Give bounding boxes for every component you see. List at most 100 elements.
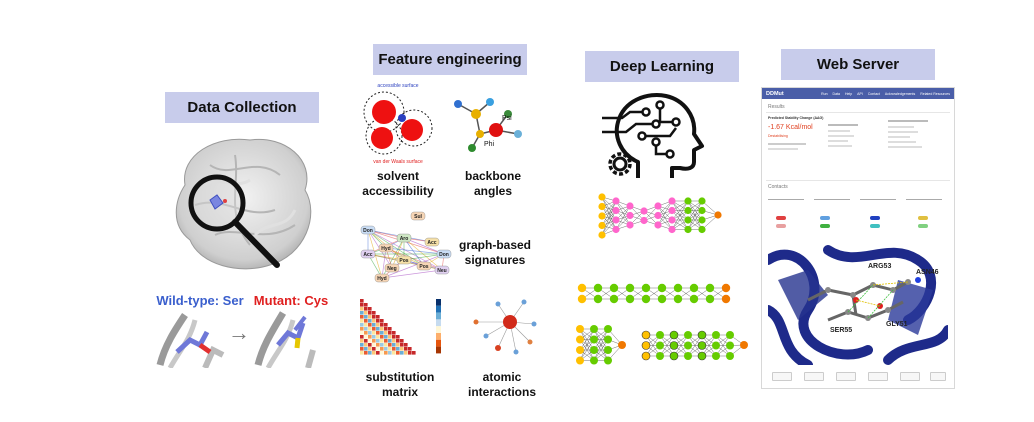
matrix-cell (372, 311, 376, 315)
matrix-cell (360, 347, 364, 351)
graph-label-line1: graph-based (458, 238, 531, 252)
protein-surface-image (175, 138, 312, 270)
backbone-label-line2: angles (473, 184, 512, 198)
nn-node (697, 351, 707, 361)
ws-download-button-5[interactable] (900, 372, 920, 381)
nn-node (712, 341, 720, 350)
nn-node (576, 325, 584, 333)
matrix-cell (368, 315, 372, 319)
nn-node (726, 331, 734, 339)
matrix-cell (364, 327, 368, 331)
nn-node (604, 335, 612, 344)
ws-menu-ack[interactable]: Acknowledgements (884, 91, 916, 96)
matrix-cell (396, 351, 400, 355)
nn-node (684, 225, 692, 234)
ws-download-button-3[interactable] (836, 372, 856, 381)
header-deep-learning: Deep Learning (585, 51, 739, 82)
matrix-cell (384, 327, 388, 331)
substitution-label-line1: substitution (365, 370, 435, 384)
matrix-cell (360, 339, 364, 343)
matrix-cell (404, 343, 408, 347)
matrix-cell (360, 311, 364, 315)
nn-node (590, 325, 598, 333)
ws-download-button-2[interactable] (804, 372, 824, 381)
graph-node-label: Sul (414, 214, 422, 220)
graph-node-label: Pos (419, 264, 428, 270)
matrix-cell (384, 335, 388, 339)
matrix-cell (388, 331, 392, 335)
nn-node (654, 211, 662, 220)
graph-node-label: Pos (399, 258, 408, 264)
substitution-matrix-heatmap (360, 299, 441, 355)
matrix-cell (360, 299, 364, 303)
residue-label-arg53: ARG53 (868, 263, 891, 270)
nn-node (684, 352, 692, 360)
matrix-cell (376, 319, 380, 323)
header-feature-engineering: Feature engineering (373, 44, 527, 75)
graph-node (396, 233, 412, 243)
graph-node-label: Hyd (381, 246, 390, 252)
matrix-cell (368, 331, 372, 335)
matrix-cell (368, 339, 372, 343)
graph-node (374, 273, 390, 283)
graph-node-label: Hyd (377, 276, 386, 282)
nn-node (618, 341, 626, 349)
matrix-cell (368, 307, 372, 311)
graph-node-label: Acc (363, 252, 372, 258)
graph-node (360, 225, 376, 235)
ws-prediction-note: Destabilising (768, 134, 788, 138)
graph-node (434, 265, 450, 275)
matrix-cell (404, 351, 408, 355)
nn-node (604, 346, 612, 354)
matrix-cell (384, 323, 388, 327)
matrix-cell (400, 339, 404, 343)
solvent-accessibility-label: solvent accessibility (355, 169, 441, 199)
matrix-cell (372, 347, 376, 351)
ws-contact-selectors[interactable] (768, 194, 948, 202)
ws-environment-details (888, 120, 948, 151)
graph-node (436, 249, 452, 259)
matrix-cell (372, 335, 376, 339)
header-web-server: Web Server (781, 49, 935, 80)
matrix-cell (384, 351, 388, 355)
nn-node (641, 341, 651, 350)
graph-node-label: Neg (387, 266, 396, 272)
ws-3d-structure-viewer[interactable]: ASN46 SER55 ARG53 GLY51 (768, 240, 948, 365)
ws-download-button-6[interactable] (930, 372, 946, 381)
mutant-label: Mutant: Cys (253, 293, 329, 308)
ws-menu-help[interactable]: Help (844, 91, 853, 96)
graph-node (424, 237, 440, 247)
nn-node (726, 341, 734, 350)
matrix-cell (360, 343, 364, 347)
nn-node (577, 294, 587, 304)
matrix-cell (364, 343, 368, 347)
nn-node (593, 283, 603, 293)
matrix-cell (372, 327, 376, 331)
magnifier-handle (232, 219, 280, 268)
header-data-collection-label: Data Collection (187, 99, 297, 116)
ws-menu-data[interactable]: Data (832, 91, 840, 96)
ws-menu-api[interactable]: API (857, 91, 863, 96)
ws-menu-related[interactable]: Related Resources (920, 91, 950, 96)
matrix-cell (360, 303, 364, 307)
nn-node (712, 352, 720, 360)
nn-node (598, 212, 606, 220)
nn-node (612, 216, 620, 224)
ws-menu-run[interactable]: Run (821, 91, 828, 96)
matrix-cell (396, 347, 400, 351)
ws-interaction-toggles[interactable] (768, 212, 948, 236)
nn-node (577, 283, 587, 293)
ws-download-button-4[interactable] (868, 372, 888, 381)
matrix-cell (368, 311, 372, 315)
nn-node (641, 330, 651, 340)
matrix-cell (404, 347, 408, 351)
nn-node (684, 331, 692, 339)
solvent-accessibility-diagram: accessible surface van der Waals surface (363, 83, 433, 165)
nn-node (684, 206, 692, 215)
nn-node (604, 325, 612, 333)
matrix-cell (380, 339, 384, 343)
ws-download-button-1[interactable] (772, 372, 792, 381)
ws-menu-contact[interactable]: Contact (867, 91, 880, 96)
matrix-colorbar-segment (436, 299, 441, 306)
